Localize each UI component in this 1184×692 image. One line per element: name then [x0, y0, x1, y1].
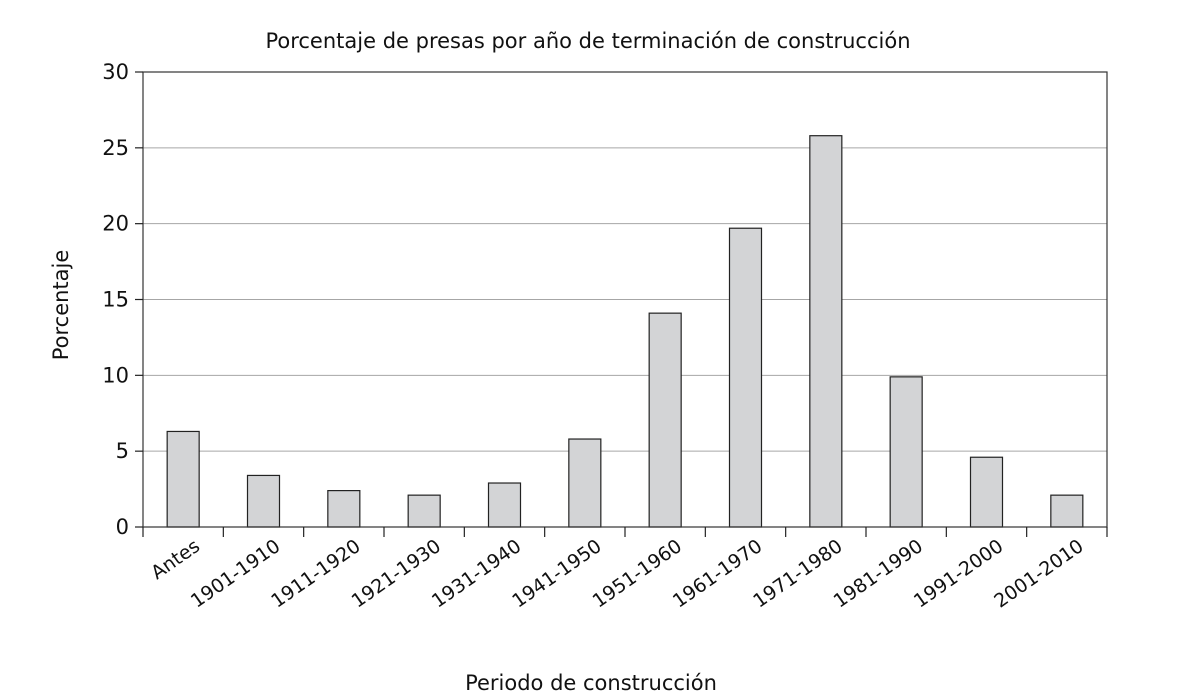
y-tick-label: 25	[102, 136, 129, 160]
y-tick-label: 0	[116, 515, 129, 539]
y-tick-label: 20	[102, 212, 129, 236]
x-tick-label: 1911-1920	[267, 535, 364, 612]
bar-1901-1910	[246, 474, 281, 528]
bar-1981-1990	[889, 376, 923, 528]
bar-1961-1970	[728, 227, 763, 528]
bar-1931-1940	[487, 482, 522, 528]
x-tick-label: 2001-2010	[990, 535, 1087, 612]
y-tick-label: 30	[102, 60, 129, 84]
chart-title: Porcentaje de presas por año de terminac…	[265, 29, 910, 53]
x-axis: Antes1901-19101911-19201921-19301931-194…	[142, 527, 1108, 613]
x-tick-label: 1901-1910	[187, 535, 284, 612]
x-tick-label: 1951-1960	[589, 535, 686, 612]
bar-1941-1950	[568, 438, 602, 528]
bar-1991-2000	[969, 456, 1004, 528]
bars	[166, 135, 1084, 528]
x-tick-label: 1981-1990	[830, 535, 927, 612]
x-tick-label: 1971-1980	[749, 535, 846, 612]
y-tick-label: 5	[116, 439, 129, 463]
x-tick-label: 1931-1940	[428, 535, 525, 612]
x-tick-label: Antes	[147, 535, 204, 584]
bar-1951-1960	[648, 312, 682, 528]
y-tick-label: 10	[102, 363, 129, 387]
bar-1971-1980	[809, 135, 843, 528]
bar-1911-1920	[327, 490, 361, 528]
bar-2001-2010	[1050, 494, 1084, 528]
y-axis: 0 5 10 15 20 25 30	[102, 60, 143, 539]
x-axis-label: Periodo de construcción	[465, 671, 717, 692]
x-tick-label: 1991-2000	[910, 535, 1007, 612]
x-tick-label: 1941-1950	[508, 535, 605, 612]
y-tick-label: 15	[102, 288, 129, 312]
bar-Antes	[166, 430, 200, 528]
bar-1921-1930	[407, 494, 441, 528]
x-tick-label: 1921-1930	[348, 535, 445, 612]
y-axis-label: Porcentaje	[49, 250, 73, 361]
gridlines	[143, 147, 1107, 452]
x-tick-label: 1961-1970	[669, 535, 766, 612]
